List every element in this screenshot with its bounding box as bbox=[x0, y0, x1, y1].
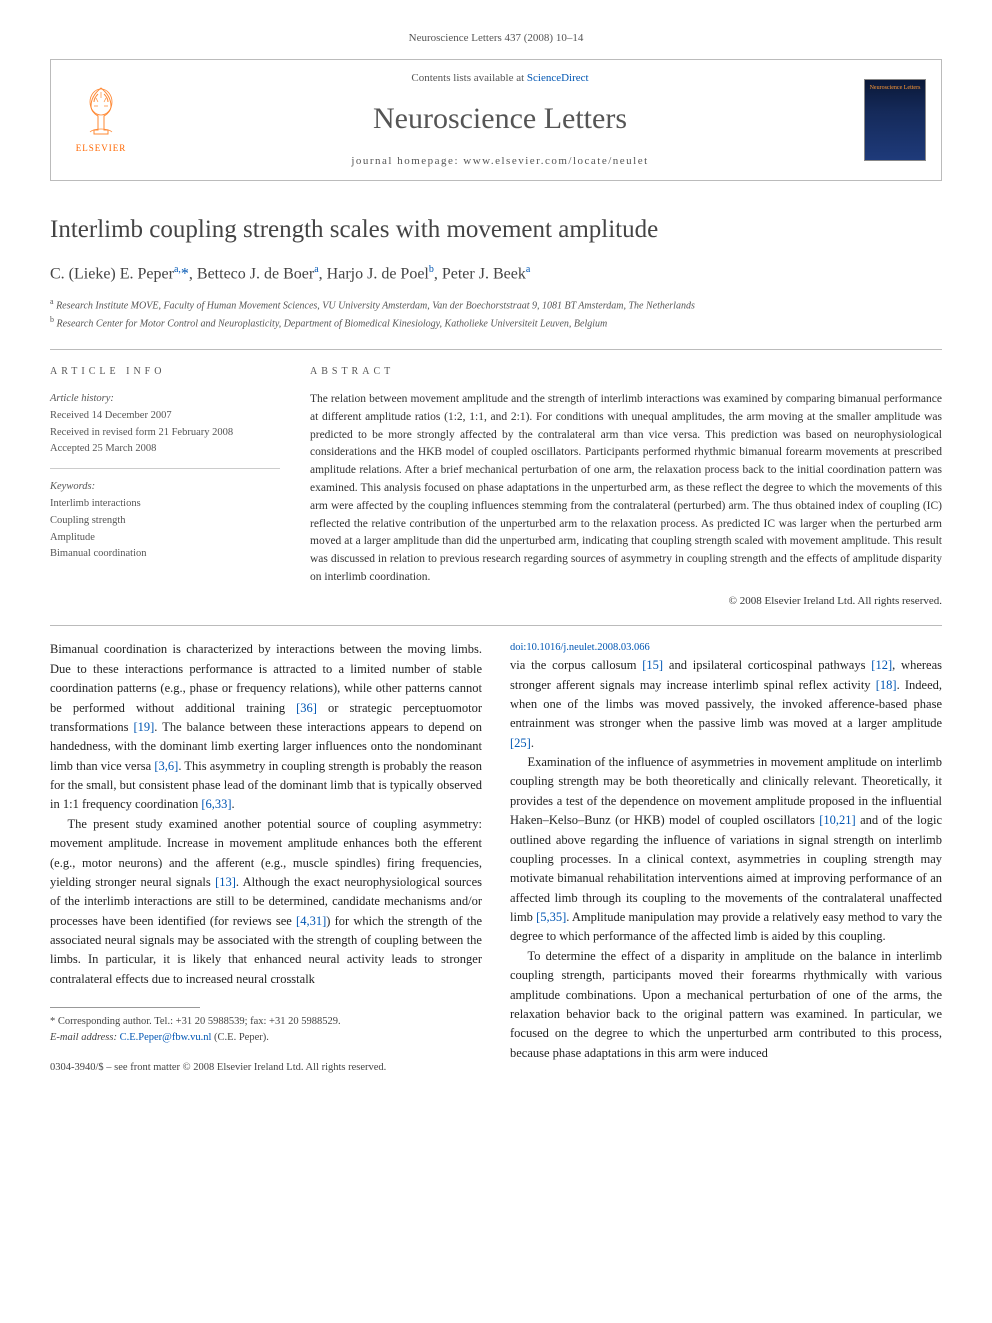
citation-link[interactable]: [18] bbox=[876, 678, 897, 692]
abstract-copyright: © 2008 Elsevier Ireland Ltd. All rights … bbox=[310, 593, 942, 610]
journal-header-box: ELSEVIER Contents lists available at Sci… bbox=[50, 59, 942, 181]
elsevier-tree-icon bbox=[76, 84, 126, 140]
doi-line: doi:10.1016/j.neulet.2008.03.066 bbox=[510, 640, 942, 656]
email-label: E-mail address: bbox=[50, 1032, 117, 1043]
citation-link[interactable]: [5,35] bbox=[536, 910, 566, 924]
issn-line: 0304-3940/$ – see front matter © 2008 El… bbox=[50, 1060, 482, 1076]
article-history-block: Article history: Received 14 December 20… bbox=[50, 391, 280, 563]
citation-link[interactable]: [10,21] bbox=[819, 813, 855, 827]
cover-label: Neuroscience Letters bbox=[865, 84, 925, 93]
publisher-logo: ELSEVIER bbox=[66, 80, 136, 160]
citation-link[interactable]: [4,31] bbox=[296, 914, 326, 928]
body-text: Bimanual coordination is characterized b… bbox=[50, 640, 942, 1076]
corr-email-line: E-mail address: C.E.Peper@fbw.vu.nl (C.E… bbox=[50, 1030, 482, 1046]
abstract-column: abstract The relation between movement a… bbox=[310, 364, 942, 609]
affiliation-a-text: Research Institute MOVE, Faculty of Huma… bbox=[56, 301, 695, 312]
corr-author-line: * Corresponding author. Tel.: +31 20 598… bbox=[50, 1014, 482, 1030]
affiliation-b: b Research Center for Motor Control and … bbox=[50, 314, 942, 331]
affiliations: a Research Institute MOVE, Faculty of Hu… bbox=[50, 296, 942, 331]
doi-link[interactable]: doi:10.1016/j.neulet.2008.03.066 bbox=[510, 642, 650, 653]
history-accepted: Accepted 25 March 2008 bbox=[50, 441, 280, 458]
citation-link[interactable]: [15] bbox=[642, 658, 663, 672]
sciencedirect-link[interactable]: ScienceDirect bbox=[527, 72, 589, 84]
publisher-name: ELSEVIER bbox=[76, 142, 127, 156]
body-p5: To determine the effect of a disparity i… bbox=[510, 947, 942, 1063]
info-abstract-row: article info Article history: Received 1… bbox=[50, 364, 942, 609]
keyword-4: Bimanual coordination bbox=[50, 546, 280, 563]
corr-email-link[interactable]: C.E.Peper@fbw.vu.nl bbox=[120, 1032, 212, 1043]
citation-link[interactable]: [12] bbox=[871, 658, 892, 672]
journal-center: Contents lists available at ScienceDirec… bbox=[136, 70, 864, 170]
citation-link[interactable]: [36] bbox=[296, 701, 317, 715]
body-p1: Bimanual coordination is characterized b… bbox=[50, 640, 482, 814]
keyword-3: Amplitude bbox=[50, 530, 280, 547]
corr-email-who: (C.E. Peper). bbox=[214, 1032, 269, 1043]
running-head: Neuroscience Letters 437 (2008) 10–14 bbox=[50, 30, 942, 47]
corresponding-footnote: * Corresponding author. Tel.: +31 20 598… bbox=[50, 1014, 482, 1046]
citation-link[interactable]: [25] bbox=[510, 736, 531, 750]
contents-prefix: Contents lists available at bbox=[411, 72, 526, 84]
divider-top bbox=[50, 349, 942, 350]
article-info-column: article info Article history: Received 1… bbox=[50, 364, 280, 609]
citation-link[interactable]: [13] bbox=[215, 875, 236, 889]
journal-cover-thumbnail: Neuroscience Letters bbox=[864, 79, 926, 161]
authors-line: C. (Lieke) E. Pepera,*, Betteco J. de Bo… bbox=[50, 262, 942, 286]
keyword-2: Coupling strength bbox=[50, 513, 280, 530]
history-label: Article history: bbox=[50, 391, 280, 408]
journal-homepage: journal homepage: www.elsevier.com/locat… bbox=[136, 153, 864, 170]
article-title: Interlimb coupling strength scales with … bbox=[50, 211, 942, 249]
citation-link[interactable]: [3,6] bbox=[154, 759, 178, 773]
affiliation-a: a Research Institute MOVE, Faculty of Hu… bbox=[50, 296, 942, 313]
article-info-heading: article info bbox=[50, 364, 280, 379]
body-p3: via the corpus callosum [15] and ipsilat… bbox=[510, 656, 942, 753]
history-received: Received 14 December 2007 bbox=[50, 408, 280, 425]
footnote-separator bbox=[50, 1007, 200, 1008]
keyword-1: Interlimb interactions bbox=[50, 496, 280, 513]
citation-link[interactable]: [19] bbox=[133, 720, 154, 734]
history-revised: Received in revised form 21 February 200… bbox=[50, 425, 280, 442]
body-p2: The present study examined another poten… bbox=[50, 815, 482, 989]
journal-name: Neuroscience Letters bbox=[136, 96, 864, 141]
citation-link[interactable]: [6,33] bbox=[201, 797, 231, 811]
affiliation-b-text: Research Center for Motor Control and Ne… bbox=[57, 318, 608, 329]
divider-bottom bbox=[50, 625, 942, 626]
abstract-heading: abstract bbox=[310, 364, 942, 379]
contents-line: Contents lists available at ScienceDirec… bbox=[136, 70, 864, 87]
abstract-text: The relation between movement amplitude … bbox=[310, 391, 942, 587]
keywords-label: Keywords: bbox=[50, 479, 280, 496]
body-p4: Examination of the influence of asymmetr… bbox=[510, 753, 942, 947]
